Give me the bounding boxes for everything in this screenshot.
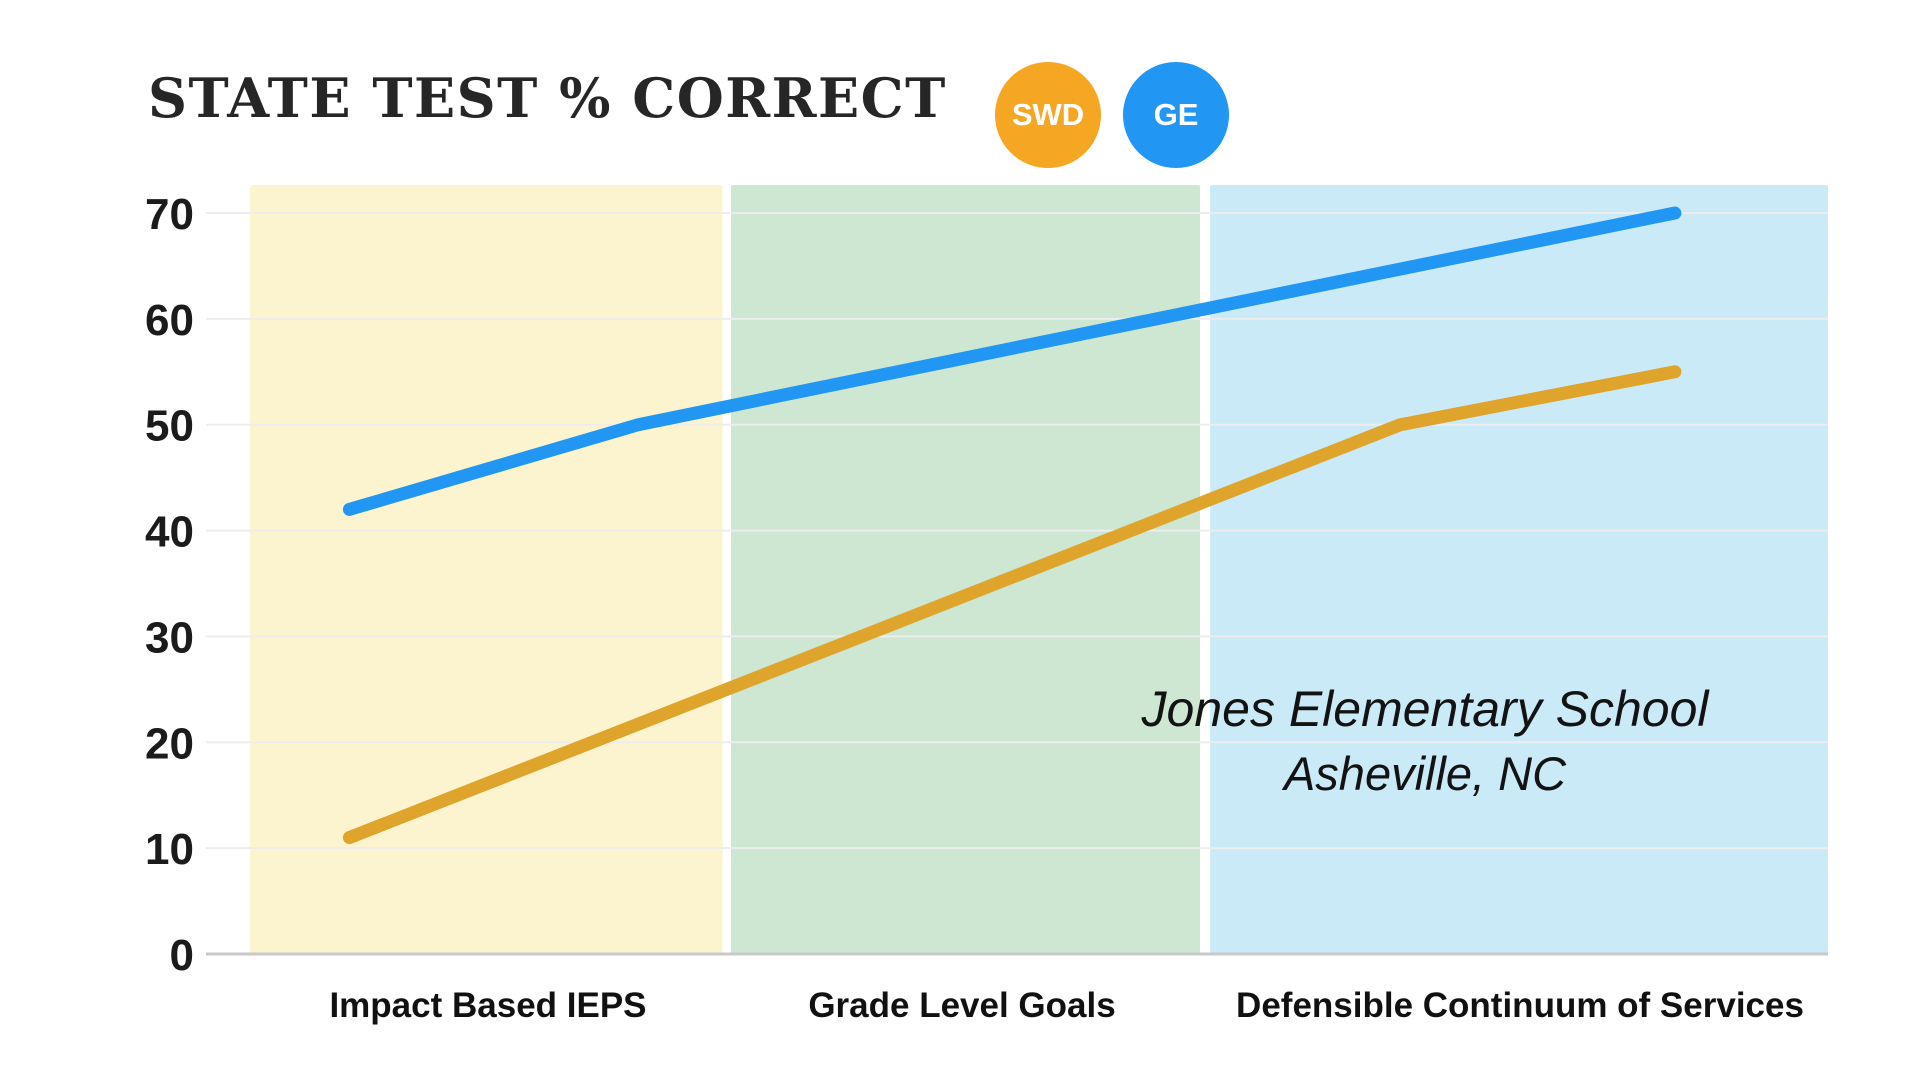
y-tick-label-0: 0 xyxy=(170,931,194,980)
series-line-ge xyxy=(342,206,1682,516)
annotation: Jones Elementary School Asheville, NC xyxy=(1142,676,1709,806)
legend-dot-swd: SWD xyxy=(995,62,1101,168)
legend-dot-ge: GE xyxy=(1123,62,1229,168)
annotation-location: Asheville, NC xyxy=(1283,747,1567,800)
y-tick-label-10: 10 xyxy=(145,825,194,874)
phase-band-2 xyxy=(1210,185,1828,954)
y-tick-label-20: 20 xyxy=(145,719,194,768)
x-axis-label-impact-based-ieps: Impact Based IEPS xyxy=(329,986,647,1025)
x-axis-label-defensible-continuum: Defensible Continuum of Services xyxy=(1236,986,1804,1025)
chart-title: STATE TEST % CORRECT xyxy=(148,66,947,130)
annotation-school-name: Jones Elementary School xyxy=(1141,681,1709,737)
y-tick-label-30: 30 xyxy=(145,613,194,662)
phase-band-0 xyxy=(250,185,723,954)
legend-label-ge: GE xyxy=(1153,97,1199,132)
legend-label-swd: SWD xyxy=(1011,97,1085,132)
y-tick-label-40: 40 xyxy=(145,508,194,557)
y-tick-label-60: 60 xyxy=(145,296,194,345)
y-tick-label-70: 70 xyxy=(145,190,194,239)
y-tick-label-50: 50 xyxy=(145,402,194,451)
series-line-swd xyxy=(342,365,1682,845)
x-axis-label-grade-level-goals: Grade Level Goals xyxy=(808,986,1116,1025)
legend: SWD GE xyxy=(995,62,1229,168)
phase-band-1 xyxy=(731,185,1200,954)
